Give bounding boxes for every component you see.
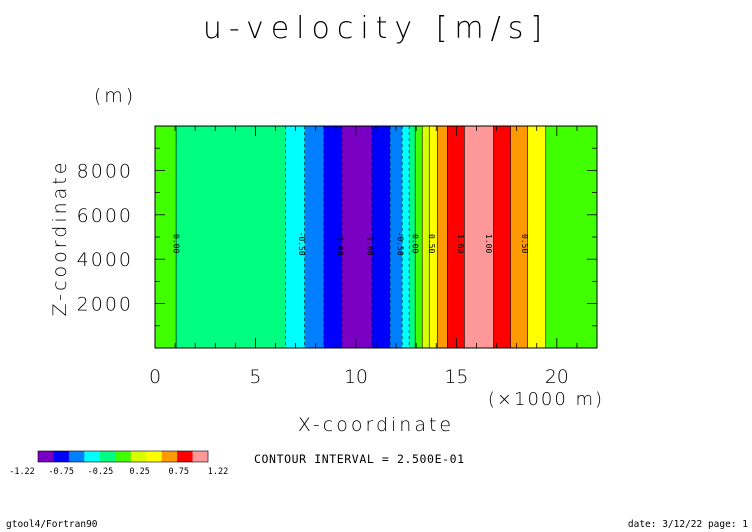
y-axis-label: Z-coordinate: [49, 160, 71, 317]
x-unit-label: (×1000 m): [488, 389, 604, 410]
band-2: [285, 126, 306, 348]
colorbar-swatch: [68, 451, 85, 462]
contour-label-5: 0.00: [411, 234, 420, 253]
x-axis-label: X-coordinate: [298, 414, 454, 436]
colorbar-swatch: [84, 451, 101, 462]
band-1: [176, 126, 287, 348]
x-tick-label: 15: [444, 366, 468, 388]
x-tick-label: 0: [149, 366, 161, 388]
contour-label-4: -0.50: [396, 232, 405, 256]
y-tick-label: 4000: [77, 249, 133, 271]
band-10: [415, 126, 423, 348]
band-14: [447, 126, 465, 348]
band-8: [402, 126, 410, 348]
colorbar-swatch: [115, 451, 132, 462]
colorbar-swatch: [53, 451, 70, 462]
contour-lines: [175, 126, 547, 348]
x-tick-label: 5: [249, 366, 261, 388]
contour-label-3: -1.00: [365, 232, 374, 256]
colorbar-label: 1.22: [208, 467, 228, 477]
colorbar-label: -0.75: [48, 467, 74, 477]
band-12: [429, 126, 438, 348]
contour-label-1: -0.50: [297, 232, 306, 256]
colorbar: [37, 450, 209, 463]
colorbar-swatch: [38, 451, 54, 462]
contour-label-8: 1.00: [484, 234, 493, 253]
colorbar-label: -1.22: [9, 467, 35, 477]
y-tick-label: 6000: [77, 205, 133, 227]
contour-interval-text: CONTOUR INTERVAL = 2.500E-01: [254, 452, 465, 466]
band-17: [510, 126, 529, 348]
band-9: [409, 126, 416, 348]
plot-area: [155, 126, 598, 348]
band-19: [545, 126, 598, 348]
band-15: [464, 126, 495, 348]
colorbar-swatch: [146, 451, 162, 462]
colorbar-swatch: [161, 451, 178, 462]
contour-label-9: 0.50: [520, 234, 529, 253]
y-tick-label: 8000: [77, 160, 133, 182]
band-5: [341, 126, 373, 348]
colorbar-label: 0.75: [169, 467, 189, 477]
band-7: [390, 126, 403, 348]
band-4: [323, 126, 343, 348]
band-0: [155, 126, 177, 348]
y-tick-labels: 2000 4000 6000 8000: [77, 160, 133, 316]
x-tick-labels: 0 5 10 15 20: [149, 366, 569, 388]
contour-label-6: 0.50: [427, 234, 436, 253]
colorbar-swatch: [192, 451, 209, 462]
contour-label-2: -1.00: [335, 232, 344, 256]
contour-label-0: 0.00: [172, 234, 181, 253]
axis-ticks: [154, 126, 598, 348]
chart-title: u-velocity [m/s]: [203, 11, 549, 46]
colorbar-swatch: [177, 451, 193, 462]
band-6: [371, 126, 391, 348]
band-13: [437, 126, 448, 348]
band-11: [422, 126, 430, 348]
y-unit-label: (m): [94, 85, 136, 107]
footer-program: gtool4/Fortran90: [6, 519, 98, 530]
band-18: [527, 126, 547, 348]
contour-label-7: 1.00: [456, 234, 465, 253]
band-3: [304, 126, 325, 348]
footer-date-page: date: 3/12/22 page: 1: [628, 519, 748, 530]
colorbar-labels: -1.22 -0.75 -0.25 0.25 0.75 1.22: [9, 467, 228, 477]
colorbar-label: 0.25: [129, 467, 149, 477]
y-tick-label: 2000: [77, 294, 133, 316]
colorbar-label: -0.25: [88, 467, 114, 477]
colorbar-swatch: [99, 451, 116, 462]
colorbar-frame: [37, 450, 209, 463]
contour-labels: 0.00 -0.50 -1.00 -1.00 -0.50 0.00 0.50 1.00 1.00…: [172, 232, 530, 256]
x-tick-label: 10: [344, 366, 368, 388]
band-16: [493, 126, 512, 348]
x-tick-label: 20: [545, 366, 569, 388]
colorbar-swatch: [130, 451, 147, 462]
